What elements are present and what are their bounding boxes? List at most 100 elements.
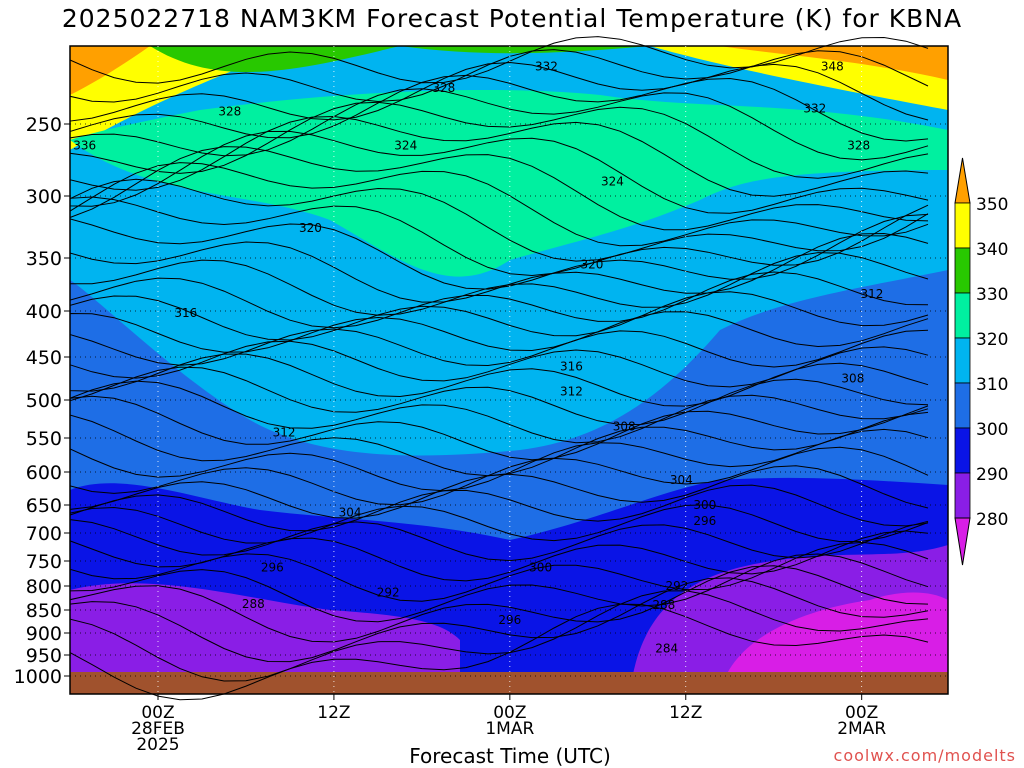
contour-line-5: [69, 101, 929, 179]
x-tick-label-0-1: 28FEB: [131, 719, 185, 739]
colorbar-label-340: 340: [976, 240, 1008, 260]
y-tick-label-350: 350: [26, 248, 62, 270]
contour-label-22: 296: [261, 561, 284, 575]
contour-label-3: 332: [803, 101, 826, 115]
x-tick-label-0-0: 00Z: [141, 703, 174, 723]
contour-line-15: [69, 271, 929, 329]
contour-line-32: [69, 541, 929, 602]
contour-labels: 332 348 328 332 328 336 324 328 324 320 320 312 316 3…: [73, 59, 883, 655]
contour-label-11: 312: [860, 287, 883, 301]
color-band-2: [150, 46, 400, 73]
contour-label-13: 316: [560, 359, 583, 373]
contour-line-4: [69, 88, 929, 161]
contour-line-9: [69, 162, 929, 247]
contour-line-11: [69, 196, 929, 277]
contour-line-3: [69, 74, 929, 142]
contour-label-0: 332: [535, 59, 558, 73]
x-tick-label-12-0: 12Z: [317, 703, 350, 723]
colorbar-seg-6: [954, 472, 971, 519]
contour-label-12: 316: [174, 306, 197, 320]
contour-line-23: [69, 395, 929, 461]
contour-line-7: [69, 130, 929, 214]
color-band-5: [400, 46, 650, 54]
y-tick-label-650: 650: [26, 495, 62, 517]
contour-label-27: 288: [652, 598, 675, 612]
contour-label-16: 308: [613, 420, 636, 434]
y-tick-label-900: 900: [26, 623, 62, 645]
y-tick-label-600: 600: [26, 462, 62, 484]
colorbar-top-triangle: [954, 157, 971, 204]
contour-label-10: 320: [580, 257, 603, 271]
color-band-4: [720, 46, 948, 80]
contour-label-15: 312: [560, 384, 583, 398]
credit-text: coolwx.com/modelts: [833, 746, 1016, 765]
color-band-1: [70, 46, 150, 95]
contour-line-0: [69, 36, 929, 84]
contour-label-24: 292: [666, 579, 689, 593]
contour-line-19: [69, 340, 929, 388]
colorbar-seg-0: [954, 202, 971, 249]
y-axis: 2503003504004505005506006507007508008509…: [14, 114, 70, 688]
y-tick-label-850: 850: [26, 600, 62, 622]
contour-label-9: 320: [299, 221, 322, 235]
plot-frame: [69, 45, 949, 695]
colorbar-seg-4: [954, 382, 971, 429]
contour-label-1: 348: [821, 59, 844, 73]
contour-label-2: 328: [432, 81, 455, 95]
y-tick-label-250: 250: [26, 114, 62, 136]
contour-line-35: [69, 577, 929, 663]
contour-label-18: 304: [670, 473, 693, 487]
colorbar-label-290: 290: [976, 465, 1008, 485]
contour-line-37: [69, 603, 929, 701]
contour-label-26: 288: [242, 597, 265, 611]
colorbar-label-310: 310: [976, 375, 1008, 395]
contour-label-17: 312: [273, 426, 296, 440]
colorbar-label-300: 300: [976, 420, 1008, 440]
x-tick-label-24-1: 1MAR: [485, 719, 534, 739]
contour-line-25: [69, 428, 929, 492]
x-axis-label: Forecast Time (UTC): [409, 744, 611, 768]
contour-line-27: [69, 465, 929, 519]
contour-label-21: 296: [693, 514, 716, 528]
contour-line-21: [69, 366, 929, 426]
y-tick-label-800: 800: [26, 576, 62, 598]
y-tick-label-300: 300: [26, 186, 62, 208]
color-band-11: [720, 592, 948, 694]
contour-label-8: 324: [601, 175, 624, 189]
y-tick-label-400: 400: [26, 301, 62, 323]
x-tick-label-0-2: 2025: [136, 735, 179, 755]
x-tick-label-24-0: 00Z: [493, 703, 526, 723]
colorbar-seg-2: [954, 292, 971, 339]
contour-label-25: 292: [377, 586, 400, 600]
contour-label-19: 300: [693, 498, 716, 512]
colorbar-seg-5: [954, 427, 971, 474]
contour-label-28: 296: [498, 613, 521, 627]
color-band-6: [70, 90, 948, 277]
y-tick-label-950: 950: [26, 645, 62, 667]
contour-line-18: [69, 328, 929, 368]
contour-label-6: 324: [394, 139, 417, 153]
contour-label-23: 300: [529, 561, 552, 575]
x-tick-label-36-0: 12Z: [669, 703, 702, 723]
contour-line-28: [69, 484, 929, 532]
y-tick-label-750: 750: [26, 551, 62, 573]
y-tick-label-550: 550: [26, 428, 62, 450]
contour-label-14: 308: [841, 372, 864, 386]
contour-line-16: [69, 291, 929, 341]
chart-title: 2025022718 NAM3KM Forecast Potential Tem…: [61, 4, 963, 33]
contour-label-20: 304: [339, 505, 362, 519]
contour-line-17: [69, 311, 929, 353]
colorbar-bottom-triangle: [954, 517, 971, 566]
contour-line-1: [69, 49, 929, 103]
color-band-9: [70, 583, 460, 694]
contour-line-22: [69, 380, 929, 444]
contour-line-8: [69, 146, 929, 231]
y-tick-label-500: 500: [26, 390, 62, 412]
colorbar-label-350: 350: [976, 195, 1008, 215]
x-tick-label-48-0: 00Z: [845, 703, 878, 723]
contour-line-29: [69, 504, 929, 544]
contour-line-14: [69, 252, 929, 316]
grid-lines: [70, 46, 948, 694]
contour-line-13: [69, 232, 929, 303]
